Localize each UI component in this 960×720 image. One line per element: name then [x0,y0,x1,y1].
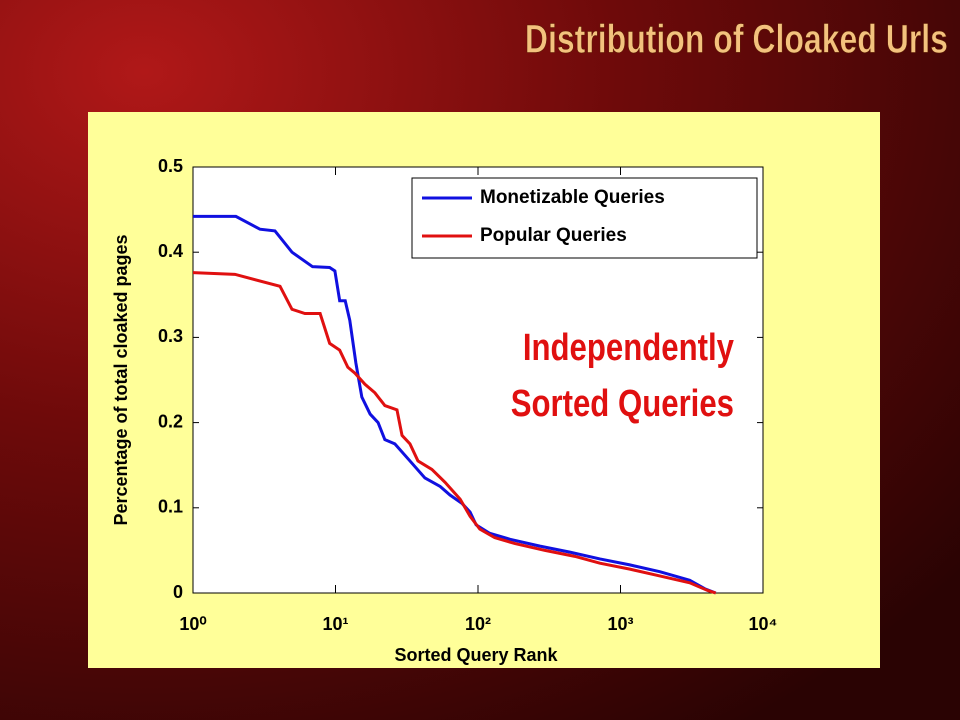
x-tick-label: 10¹ [322,614,348,634]
y-tick-label: 0.2 [158,411,183,431]
series-line [193,214,717,595]
y-tick-label: 0.4 [158,241,183,261]
legend-box [411,177,758,259]
plot [192,166,764,595]
y-tick-label: 0.5 [158,156,183,176]
legend-label: Popular Queries [480,225,627,246]
x-tick-label: 10⁴ [749,614,778,634]
y-tick-label: 0.3 [158,326,183,346]
x-tick-label: 10³ [607,614,633,634]
x-axis-label: Sorted Query Rank [394,645,558,665]
y-tick-label: 0 [173,582,183,602]
annotation: Independently Sorted Queries [511,327,735,425]
series-line [192,271,717,595]
x-tick-label: 10⁰ [179,614,206,634]
annotation-text: Sorted Queries [511,383,734,425]
y-axis-label: Percentage of total cloaked pages [111,234,131,525]
y-tick-label: 0.1 [158,497,183,517]
legend-label: Monetizable Queries [480,187,665,208]
x-tick-label: 10² [465,614,491,634]
slide-title: Distribution of Cloaked Urls [525,16,948,61]
annotation-text: Independently [523,327,735,369]
legend: Monetizable Queries Popular Queries [422,187,665,246]
